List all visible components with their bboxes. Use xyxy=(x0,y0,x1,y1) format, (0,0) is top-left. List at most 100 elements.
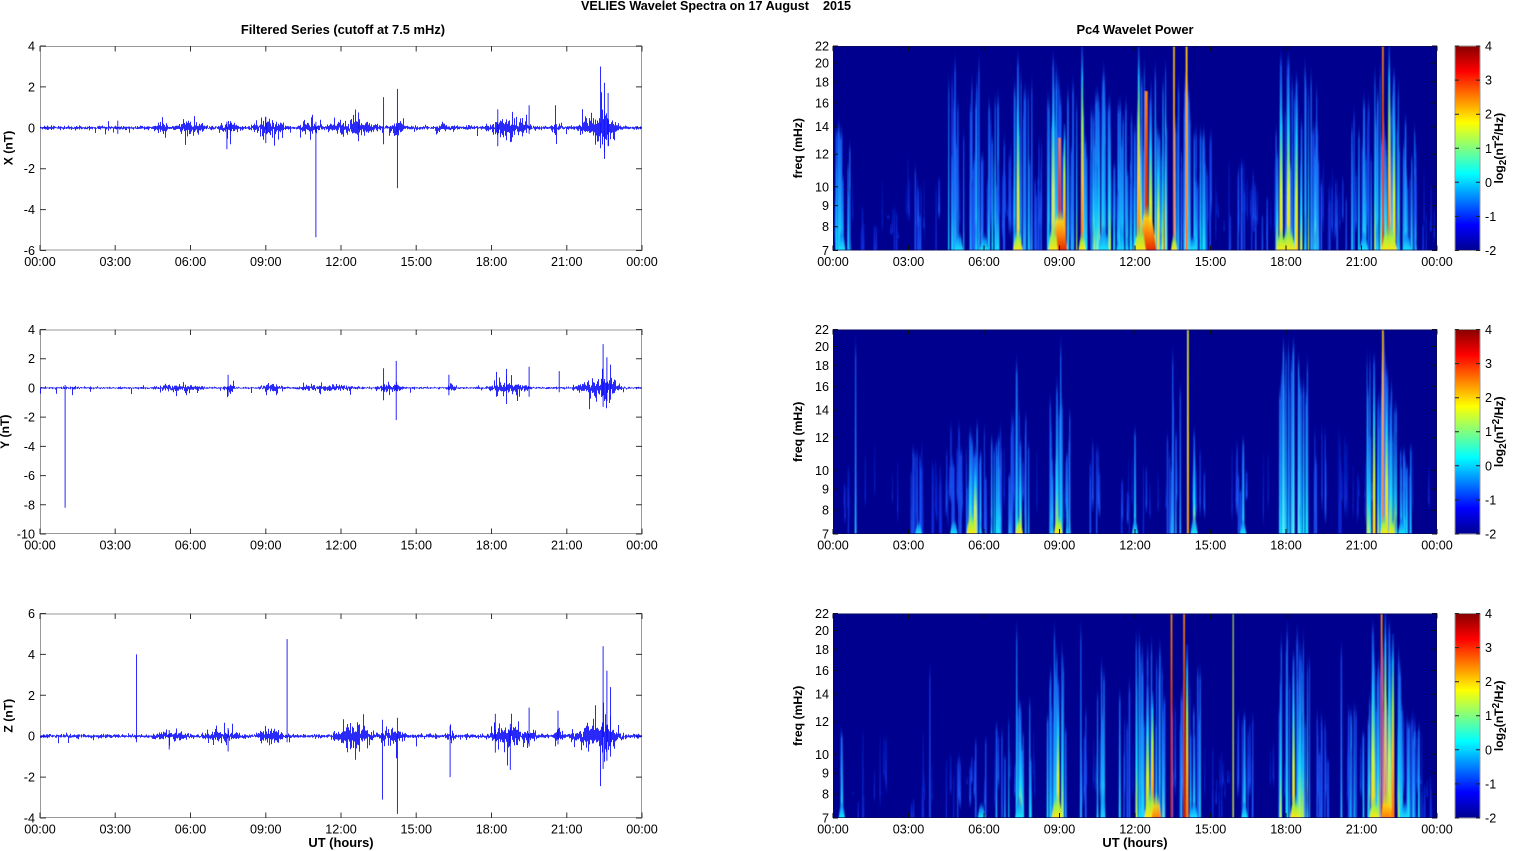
svg-text:0: 0 xyxy=(28,730,35,744)
svg-text:0: 0 xyxy=(28,121,35,135)
svg-text:UT (hours): UT (hours) xyxy=(1102,835,1167,850)
svg-text:freq (mHz): freq (mHz) xyxy=(791,402,805,462)
svg-text:-1: -1 xyxy=(1485,777,1496,791)
svg-text:00:00: 00:00 xyxy=(817,539,849,553)
svg-text:log2(nT2/Hz): log2(nT2/Hz) xyxy=(1491,396,1509,467)
svg-text:1: 1 xyxy=(1485,709,1492,723)
svg-text:2: 2 xyxy=(28,352,35,366)
svg-text:VELIES Wavelet Spectra on 17 A: VELIES Wavelet Spectra on 17 August 2015 xyxy=(581,0,851,13)
svg-text:18: 18 xyxy=(815,643,829,657)
svg-text:-2: -2 xyxy=(24,771,35,785)
svg-text:15:00: 15:00 xyxy=(1195,539,1227,553)
svg-text:4: 4 xyxy=(28,323,35,337)
svg-text:00:00: 00:00 xyxy=(626,823,658,837)
svg-text:16: 16 xyxy=(815,96,829,110)
svg-text:12:00: 12:00 xyxy=(325,823,357,837)
svg-text:log2(nT2/Hz): log2(nT2/Hz) xyxy=(1491,113,1509,184)
svg-text:03:00: 03:00 xyxy=(99,255,131,269)
svg-text:20: 20 xyxy=(815,57,829,71)
svg-text:03:00: 03:00 xyxy=(893,823,925,837)
svg-text:09:00: 09:00 xyxy=(1044,823,1076,837)
svg-text:18:00: 18:00 xyxy=(476,539,508,553)
svg-text:16: 16 xyxy=(815,380,829,394)
svg-text:00:00: 00:00 xyxy=(1421,255,1453,269)
svg-text:10: 10 xyxy=(815,180,829,194)
svg-text:8: 8 xyxy=(822,788,829,802)
svg-text:0: 0 xyxy=(1485,176,1492,190)
svg-text:-2: -2 xyxy=(24,411,35,425)
svg-text:09:00: 09:00 xyxy=(1044,255,1076,269)
svg-text:Y (nT): Y (nT) xyxy=(0,415,12,449)
svg-text:1: 1 xyxy=(1485,425,1492,439)
svg-text:2: 2 xyxy=(28,689,35,703)
svg-text:3: 3 xyxy=(1485,357,1492,371)
svg-text:9: 9 xyxy=(822,767,829,781)
svg-text:7: 7 xyxy=(822,244,829,258)
svg-text:21:00: 21:00 xyxy=(1346,255,1378,269)
svg-text:4: 4 xyxy=(28,648,35,662)
svg-text:0: 0 xyxy=(1485,459,1492,473)
svg-text:00:00: 00:00 xyxy=(626,539,658,553)
svg-text:-2: -2 xyxy=(24,162,35,176)
svg-text:14: 14 xyxy=(815,688,829,702)
svg-text:06:00: 06:00 xyxy=(968,255,1000,269)
svg-text:15:00: 15:00 xyxy=(400,539,432,553)
svg-text:8: 8 xyxy=(822,220,829,234)
svg-text:9: 9 xyxy=(822,483,829,497)
svg-text:UT (hours): UT (hours) xyxy=(308,835,373,850)
svg-text:15:00: 15:00 xyxy=(1195,255,1227,269)
svg-text:1: 1 xyxy=(1485,142,1492,156)
svg-text:-1: -1 xyxy=(1485,210,1496,224)
svg-text:21:00: 21:00 xyxy=(551,823,583,837)
svg-text:-6: -6 xyxy=(24,469,35,483)
svg-text:freq (mHz): freq (mHz) xyxy=(791,118,805,178)
svg-text:00:00: 00:00 xyxy=(817,255,849,269)
svg-text:2: 2 xyxy=(1485,108,1492,122)
svg-text:-2: -2 xyxy=(1485,528,1496,542)
svg-text:06:00: 06:00 xyxy=(968,823,1000,837)
svg-text:-4: -4 xyxy=(24,440,35,454)
svg-text:12: 12 xyxy=(815,431,829,445)
svg-text:0: 0 xyxy=(1485,743,1492,757)
svg-text:18:00: 18:00 xyxy=(1270,823,1302,837)
svg-text:-2: -2 xyxy=(1485,244,1496,258)
svg-text:18:00: 18:00 xyxy=(476,823,508,837)
svg-text:06:00: 06:00 xyxy=(175,823,207,837)
svg-text:03:00: 03:00 xyxy=(99,823,131,837)
svg-text:-4: -4 xyxy=(24,812,35,826)
svg-text:18:00: 18:00 xyxy=(1270,539,1302,553)
svg-text:21:00: 21:00 xyxy=(1346,539,1378,553)
svg-text:-4: -4 xyxy=(24,203,35,217)
svg-text:log2(nT2/Hz): log2(nT2/Hz) xyxy=(1491,680,1509,751)
svg-text:Filtered Series (cutoff at 7.5: Filtered Series (cutoff at 7.5 mHz) xyxy=(241,22,445,37)
svg-text:2: 2 xyxy=(1485,675,1492,689)
svg-text:-10: -10 xyxy=(17,528,35,542)
svg-text:10: 10 xyxy=(815,464,829,478)
svg-text:0: 0 xyxy=(28,381,35,395)
svg-text:00:00: 00:00 xyxy=(1421,823,1453,837)
svg-text:4: 4 xyxy=(28,40,35,54)
svg-text:09:00: 09:00 xyxy=(250,823,282,837)
svg-text:12:00: 12:00 xyxy=(1119,823,1151,837)
svg-text:03:00: 03:00 xyxy=(893,255,925,269)
svg-text:20: 20 xyxy=(815,340,829,354)
svg-text:15:00: 15:00 xyxy=(400,255,432,269)
svg-text:2: 2 xyxy=(1485,391,1492,405)
svg-text:18: 18 xyxy=(815,359,829,373)
svg-text:3: 3 xyxy=(1485,74,1492,88)
svg-text:Z (nT): Z (nT) xyxy=(2,699,16,733)
svg-text:6: 6 xyxy=(28,607,35,621)
svg-text:06:00: 06:00 xyxy=(968,539,1000,553)
svg-text:20: 20 xyxy=(815,624,829,638)
svg-text:00:00: 00:00 xyxy=(1421,539,1453,553)
svg-text:7: 7 xyxy=(822,812,829,826)
svg-text:06:00: 06:00 xyxy=(175,255,207,269)
svg-text:7: 7 xyxy=(822,528,829,542)
svg-text:00:00: 00:00 xyxy=(817,823,849,837)
svg-text:-8: -8 xyxy=(24,498,35,512)
svg-text:22: 22 xyxy=(815,607,829,621)
svg-text:12:00: 12:00 xyxy=(1119,539,1151,553)
svg-text:12:00: 12:00 xyxy=(325,539,357,553)
svg-text:16: 16 xyxy=(815,664,829,678)
svg-text:21:00: 21:00 xyxy=(551,539,583,553)
